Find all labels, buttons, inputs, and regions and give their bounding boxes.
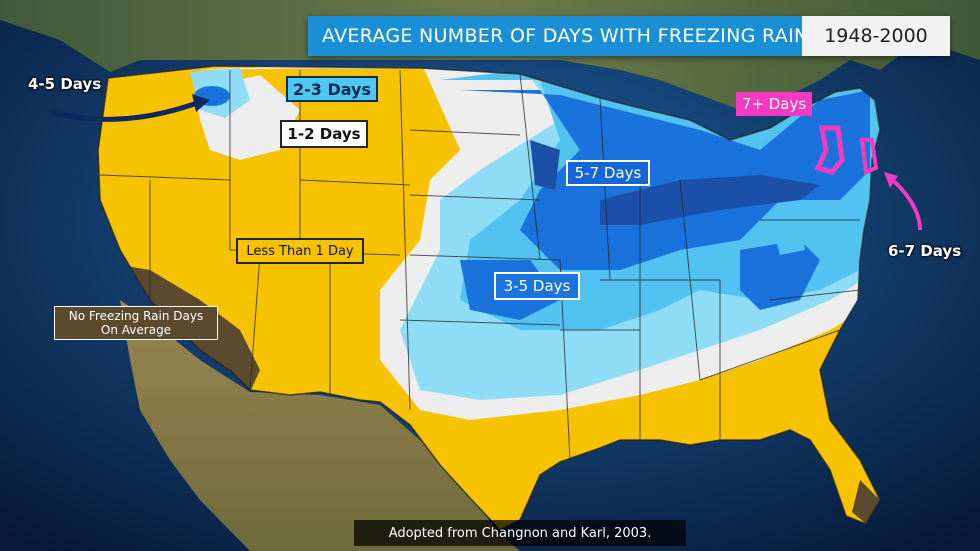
map-title: AVERAGE NUMBER OF DAYS WITH FREEZING RAI… xyxy=(308,16,808,56)
label-no-freezing-rain: No Freezing Rain Days On Average xyxy=(54,306,218,340)
label-1-2-days: 1-2 Days xyxy=(280,120,368,148)
label-6-7-days: 6-7 Days xyxy=(888,242,962,260)
zone-5-7 xyxy=(460,90,870,270)
zone-5-7-east xyxy=(740,240,820,310)
label-2-3-days: 2-3 Days xyxy=(286,76,378,102)
label-3-5-days: 3-5 Days xyxy=(494,272,580,300)
zone-7-plus-ny xyxy=(814,125,845,175)
title-bar: AVERAGE NUMBER OF DAYS WITH FREEZING RAI… xyxy=(308,16,950,56)
label-7-plus-days: 7+ Days xyxy=(736,92,812,116)
arrow-4-5-days xyxy=(51,99,201,122)
arrow-head-4-5 xyxy=(192,94,210,112)
label-no-freezing-rain-line2: On Average xyxy=(100,323,172,337)
zone-none xyxy=(98,260,260,392)
label-5-7-days: 5-7 Days xyxy=(566,160,650,186)
mexico-land xyxy=(120,300,520,551)
zone-5-7-core xyxy=(600,175,820,225)
label-no-freezing-rain-line1: No Freezing Rain Days xyxy=(68,309,204,323)
state-borders xyxy=(97,65,881,531)
zone-5-7-core-2 xyxy=(530,140,560,190)
zone-none-fl xyxy=(852,480,880,524)
label-4-5-days: 4-5 Days xyxy=(28,75,102,93)
arrow-head-6-7 xyxy=(884,172,898,188)
zone-3-5-east xyxy=(770,215,805,255)
label-less-than-1-day: Less Than 1 Day xyxy=(236,238,364,264)
source-credit: Adopted from Changnon and Karl, 2003. xyxy=(354,520,686,546)
zone-7-plus-nh xyxy=(859,138,879,175)
map-years: 1948-2000 xyxy=(802,16,950,56)
